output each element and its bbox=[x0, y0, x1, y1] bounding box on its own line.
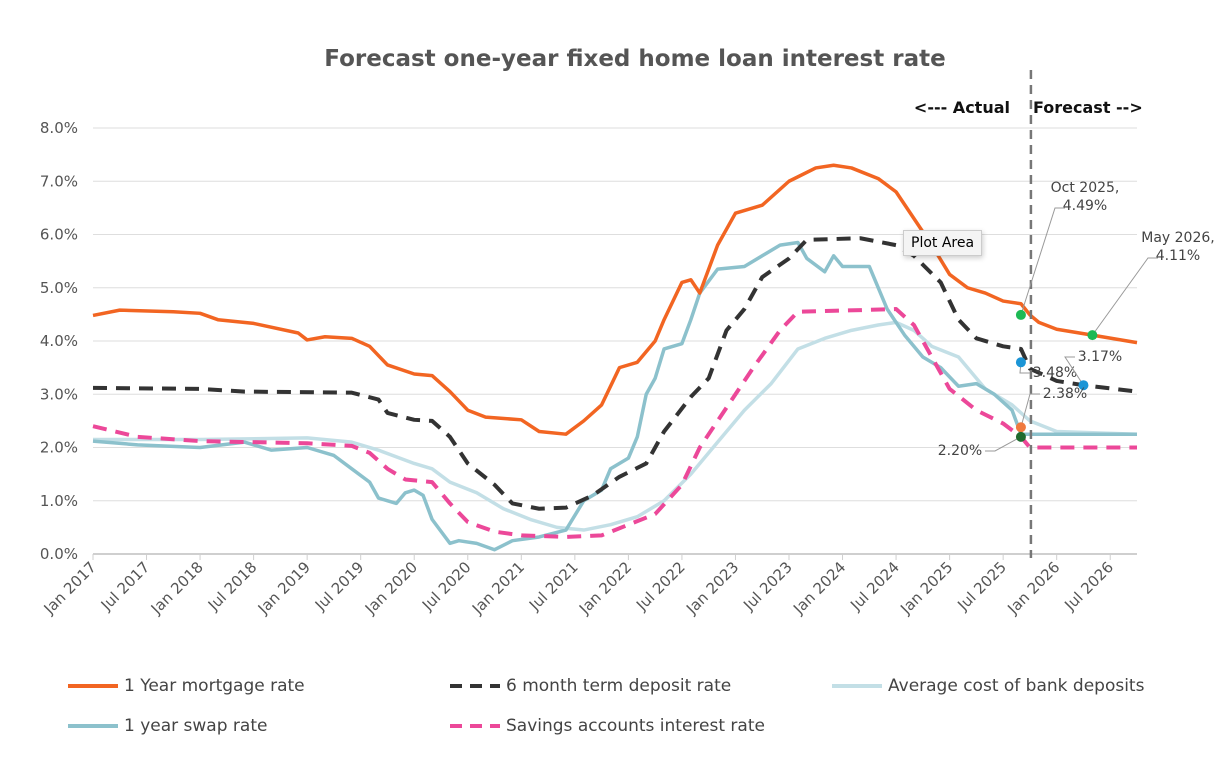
x-tick-label: Jan 2017 bbox=[40, 558, 100, 618]
x-tick-label: Jul 2025 bbox=[953, 558, 1010, 615]
y-tick-label: 2.0% bbox=[40, 439, 78, 457]
x-tick-label: Jan 2026 bbox=[1003, 558, 1063, 618]
legend-item: 1 Year mortgage rate bbox=[68, 676, 305, 696]
annotation-leader bbox=[985, 436, 1022, 452]
annotation-dot bbox=[1015, 357, 1026, 368]
y-tick-label: 0.0% bbox=[40, 545, 78, 563]
y-tick-label: 1.0% bbox=[40, 492, 78, 510]
y-tick-label: 7.0% bbox=[40, 172, 78, 190]
annotation-label: 2.38% bbox=[1043, 386, 1087, 402]
legend-label: Savings accounts interest rate bbox=[506, 716, 765, 736]
x-tick-label: Jul 2026 bbox=[1060, 558, 1117, 615]
y-tick-label: 3.0% bbox=[40, 385, 78, 403]
annotation-label: 2.20% bbox=[938, 443, 982, 459]
legend-swatch bbox=[832, 684, 882, 688]
legend-item: 6 month term deposit rate bbox=[450, 676, 731, 696]
annotation-leader bbox=[1020, 393, 1040, 428]
annotation-value: 4.49% bbox=[1063, 198, 1107, 214]
annotation-dot bbox=[1015, 422, 1026, 433]
x-tick-label: Jul 2017 bbox=[97, 558, 154, 615]
legend-item: Savings accounts interest rate bbox=[450, 716, 765, 736]
x-tick-label: Jul 2019 bbox=[311, 558, 368, 615]
x-tick-label: Jan 2019 bbox=[254, 558, 314, 618]
y-tick-label: 6.0% bbox=[40, 226, 78, 244]
actual-label: <--- Actual bbox=[914, 98, 1010, 117]
x-tick-label: Jul 2022 bbox=[632, 558, 689, 615]
series-line-1 bbox=[92, 236, 1138, 511]
annotation-dot bbox=[1087, 330, 1098, 341]
legend-swatch bbox=[450, 724, 500, 728]
annotation-leader bbox=[1020, 207, 1065, 316]
plot-area-tooltip: Plot Area bbox=[903, 230, 983, 256]
y-tick-label: 4.0% bbox=[40, 332, 78, 350]
x-tick-label: Jul 2023 bbox=[739, 558, 796, 615]
series-line-3 bbox=[92, 240, 1137, 552]
legend-label: 1 Year mortgage rate bbox=[124, 676, 305, 696]
x-tick-label: Jul 2020 bbox=[418, 558, 475, 615]
legend-swatch bbox=[68, 724, 118, 728]
legend-item: 1 year swap rate bbox=[68, 716, 267, 736]
series-line-2 bbox=[93, 320, 1138, 532]
annotation-dot bbox=[1015, 431, 1026, 442]
annotation-dot bbox=[1078, 380, 1089, 391]
x-tick-label: Jan 2022 bbox=[575, 558, 635, 618]
annotation-label: 3.48% bbox=[1033, 365, 1077, 381]
x-tick-label: Jan 2023 bbox=[682, 558, 742, 618]
x-tick-label: Jul 2024 bbox=[846, 558, 903, 615]
x-tick-label: Jan 2024 bbox=[789, 558, 849, 618]
legend-swatch bbox=[450, 684, 500, 688]
annotation-label: Oct 2025, bbox=[1051, 180, 1120, 196]
x-tick-label: Jan 2018 bbox=[147, 558, 207, 618]
annotation-value: 4.11% bbox=[1156, 248, 1200, 264]
x-tick-label: Jan 2025 bbox=[896, 558, 956, 618]
series-line-4 bbox=[92, 307, 1137, 539]
legend-item: Average cost of bank deposits bbox=[832, 676, 1144, 696]
x-tick-label: Jul 2021 bbox=[525, 558, 582, 615]
x-tick-label: Jul 2018 bbox=[204, 558, 261, 615]
legend-swatch bbox=[68, 684, 118, 688]
y-tick-label: 8.0% bbox=[40, 119, 78, 137]
annotation-label: 3.17% bbox=[1078, 349, 1122, 365]
annotation-leader bbox=[1091, 257, 1158, 336]
forecast-label: Forecast --> bbox=[1033, 98, 1143, 117]
series-line-0 bbox=[92, 163, 1138, 436]
annotation-dot bbox=[1015, 309, 1026, 320]
legend-label: Average cost of bank deposits bbox=[888, 676, 1145, 696]
x-tick-label: Jan 2021 bbox=[468, 558, 528, 618]
legend-label: 1 year swap rate bbox=[124, 716, 268, 736]
legend-label: 6 month term deposit rate bbox=[506, 676, 732, 696]
chart-title: Forecast one-year fixed home loan intere… bbox=[324, 46, 945, 72]
y-tick-label: 5.0% bbox=[40, 279, 78, 297]
annotation-label: May 2026, bbox=[1141, 230, 1214, 246]
x-tick-label: Jan 2020 bbox=[361, 558, 421, 618]
annotation-leader bbox=[1064, 356, 1084, 386]
